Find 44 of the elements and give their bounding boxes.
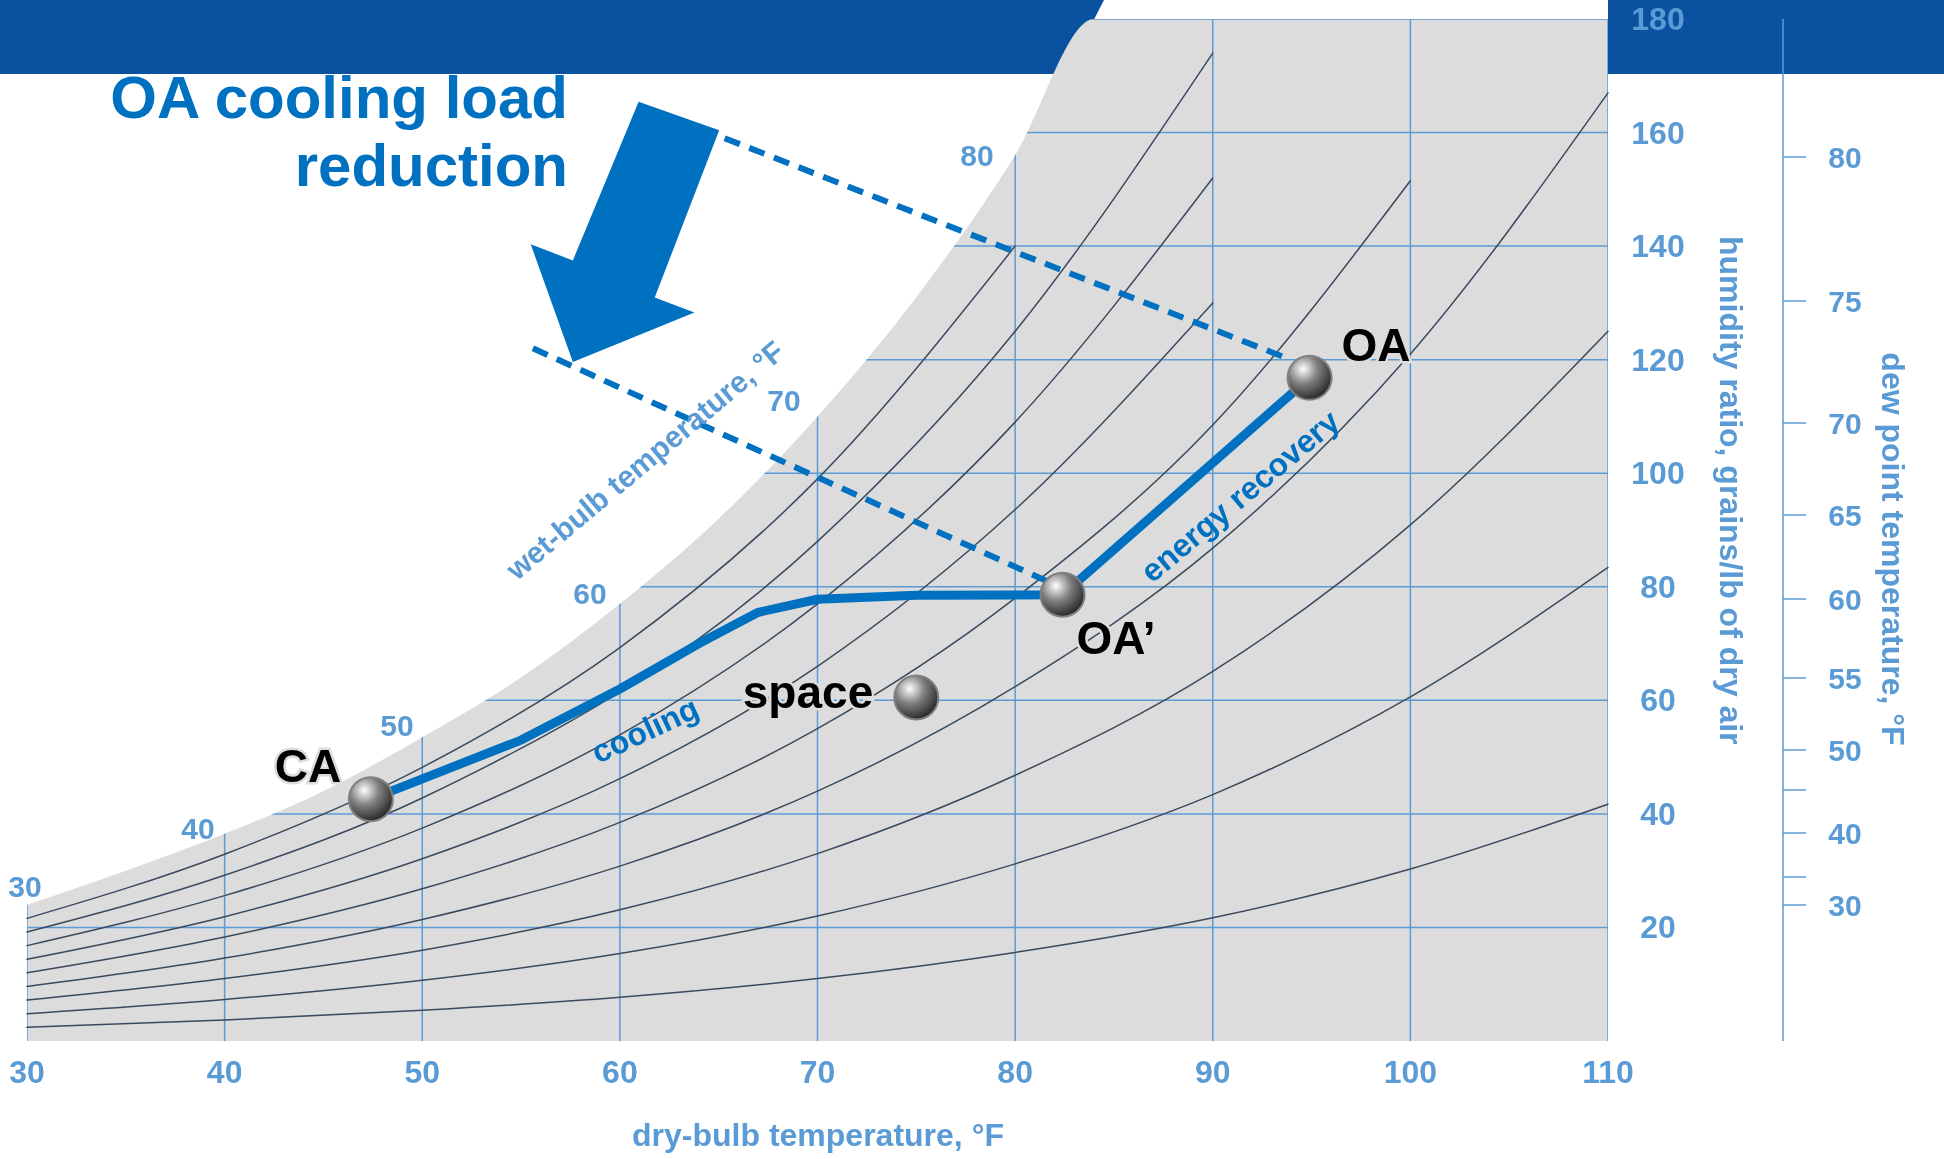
annotation: OA’ xyxy=(1076,612,1156,664)
annotation: 60 xyxy=(573,576,607,610)
annotation: 70 xyxy=(767,383,801,417)
text: 40 xyxy=(1828,816,1862,850)
text: 70 xyxy=(1828,406,1862,440)
annotation: 50 xyxy=(380,708,414,742)
text: 50 xyxy=(1828,733,1862,767)
annotation: 40 xyxy=(181,811,215,845)
x-tick-label: 70 xyxy=(799,1054,836,1090)
text: OA cooling load reduction xyxy=(110,64,568,199)
x-tick-label: 50 xyxy=(404,1054,441,1090)
x-tick-label: 90 xyxy=(1194,1054,1231,1090)
y-tick-label: 60 xyxy=(1640,682,1676,719)
x-tick-label: 60 xyxy=(602,1054,638,1090)
y-tick-label: 120 xyxy=(1631,341,1685,378)
y-tick-label: 100 xyxy=(1631,455,1685,492)
text: 65 xyxy=(1828,498,1862,532)
y-tick-label: 40 xyxy=(1640,795,1676,832)
x-tick-label: 100 xyxy=(1383,1054,1438,1090)
point xyxy=(347,776,394,823)
point xyxy=(1039,571,1086,618)
x-axis-title: dry-bulb temperature, °F xyxy=(632,1117,1004,1153)
x-tick-label: 80 xyxy=(997,1054,1033,1090)
annotation: 80 xyxy=(960,138,994,172)
x-tick-label: 30 xyxy=(9,1054,45,1090)
text: dew point temperature, °F xyxy=(1875,352,1911,746)
y-tick-label: 140 xyxy=(1631,228,1685,265)
x-tick-label: 110 xyxy=(1582,1054,1634,1090)
text: 30 xyxy=(1828,888,1862,922)
y-tick-label: 180 xyxy=(1631,1,1685,37)
text: 75 xyxy=(1828,284,1862,318)
y-tick-label: 80 xyxy=(1640,568,1676,605)
point xyxy=(893,674,940,721)
annotation: CA xyxy=(274,740,342,792)
x-tick-label: 40 xyxy=(206,1054,243,1090)
y-axis-title: humidity ratio, grains/lb of dry air xyxy=(1713,236,1749,745)
y-tick-label: 20 xyxy=(1640,909,1676,946)
annotation: OA xyxy=(1341,319,1411,371)
y-tick-label: 160 xyxy=(1631,114,1685,151)
text: 60 xyxy=(1828,582,1862,616)
point xyxy=(1286,354,1333,401)
text: 80 xyxy=(1828,140,1862,174)
annotation: 30 xyxy=(8,869,42,903)
text: 55 xyxy=(1828,661,1862,695)
